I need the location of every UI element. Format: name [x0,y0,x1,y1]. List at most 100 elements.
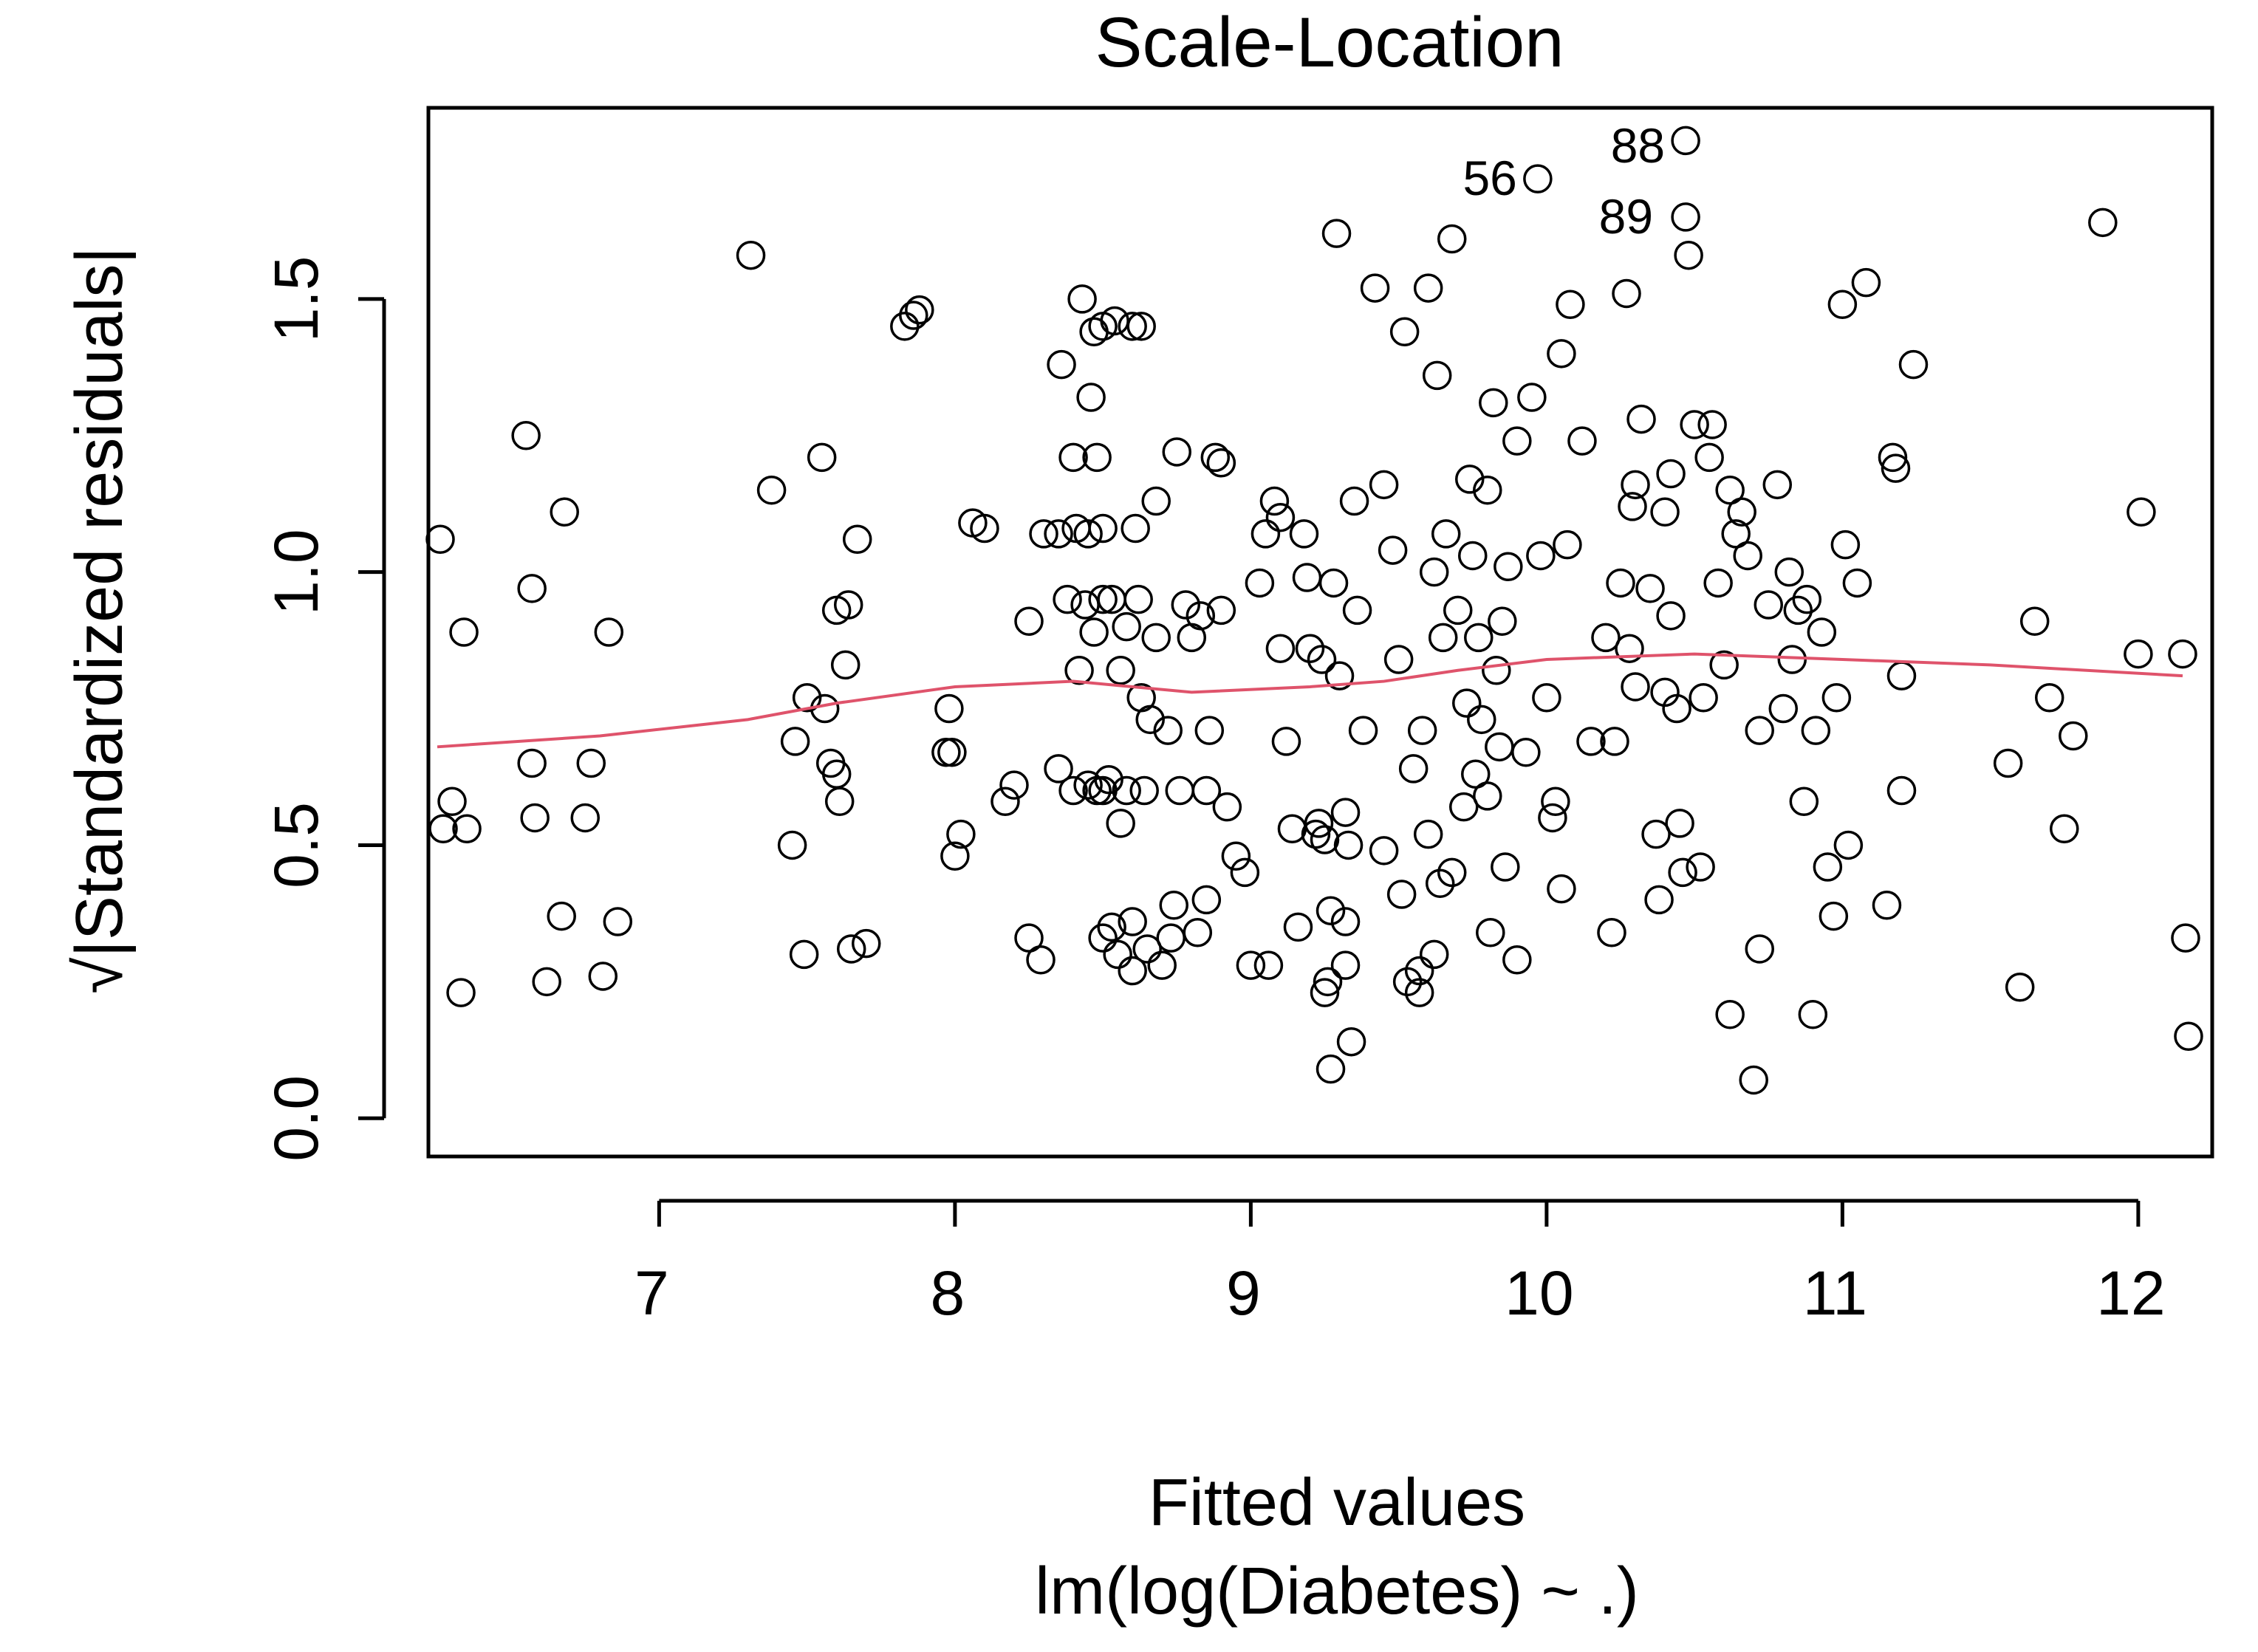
data-point [1342,595,1372,626]
data-point [449,617,479,647]
data-point [1451,688,1482,718]
data-point [1517,383,1547,412]
data-point [1392,967,1423,997]
data-point [1316,1054,1346,1084]
data-point [1783,595,1813,626]
data-point [1156,923,1186,953]
data-point [1721,519,1751,549]
data-point [1404,956,1434,986]
data-point [452,814,482,843]
data-point [446,978,476,1007]
data-point [1680,410,1709,439]
point-label: 88 [1611,118,1665,173]
data-point [1458,541,1488,571]
data-point [1404,978,1434,1007]
chart-subtitle: lm(log(Diabetes) ~ .) [1035,1555,1639,1628]
data-point [1538,803,1567,833]
data-point [1186,601,1216,631]
data-point [1318,568,1349,598]
data-point [1821,683,1852,713]
data-point [1112,775,1141,806]
data-point [594,617,624,647]
data-point [2059,721,2088,751]
data-point [1801,716,1831,745]
data-point [1044,519,1073,549]
x-tick-label: 12 [2096,1258,2165,1328]
data-point [1183,918,1213,947]
data-point [1872,891,1902,920]
y-axis-label: √|Standardized residuals| [63,247,137,994]
data-point [1556,289,1585,319]
data-point [937,737,967,767]
data-point [1878,442,1908,473]
x-tick-label: 8 [931,1258,965,1328]
data-point [1511,737,1541,767]
y-tick-label: 0.5 [261,802,331,888]
data-point [1431,519,1461,549]
data-point [1792,584,1822,614]
data-point [824,786,855,817]
data-points [425,126,2203,1095]
y-tick-label: 1.5 [261,256,331,342]
data-point [1789,786,1819,817]
data-point [1830,529,1861,560]
data-point [1383,645,1414,674]
data-point [1618,492,1647,521]
data-point [1129,775,1159,806]
data-point [1330,950,1361,980]
data-point [1606,568,1635,598]
data-point [1827,289,1858,319]
data-point [1419,939,1449,970]
data-point [1088,513,1118,544]
data-point [1413,819,1443,849]
data-point [1641,819,1671,849]
data-point [1842,568,1872,598]
data-point [570,803,601,833]
data-point [999,770,1029,800]
data-point [1448,792,1479,822]
data-point [1413,273,1443,303]
data-point [1476,918,1505,947]
data-point [588,962,618,991]
data-point [1553,529,1582,560]
data-point [2050,814,2079,843]
data-point [1389,317,1420,346]
data-point [1171,590,1201,620]
data-point [780,727,810,756]
data-point [1422,360,1452,391]
data-point [1686,852,1715,882]
data-point [1265,502,1296,532]
data-point [1386,880,1417,909]
data-point [1993,748,2023,778]
data-point [1324,661,1355,690]
data-point [1073,519,1103,549]
data-point [1745,716,1774,745]
data-point [1316,896,1346,925]
data-point [905,295,934,325]
data-point [1674,240,1703,270]
data-point [1159,891,1189,920]
data-point [1727,497,1756,527]
data-point [792,683,822,713]
data-point [1455,465,1485,494]
data-point [1067,284,1097,314]
data-point [428,814,458,843]
data-point [1141,623,1171,653]
data-point [1703,568,1733,598]
data-point [1898,349,1929,380]
data-point [1206,448,1236,478]
data-point [1118,907,1147,936]
data-point [1191,885,1222,915]
x-tick-label: 10 [1505,1258,1573,1328]
data-point [1745,934,1774,964]
data-point [1754,590,1784,620]
data-point [1118,956,1147,986]
data-point [1665,809,1694,838]
data-point [1165,775,1195,806]
data-point [1044,754,1073,784]
data-point [1283,912,1313,942]
data-point [1502,945,1532,975]
data-point [1058,442,1088,473]
data-point [2124,639,2153,669]
data-point [1798,999,1828,1029]
